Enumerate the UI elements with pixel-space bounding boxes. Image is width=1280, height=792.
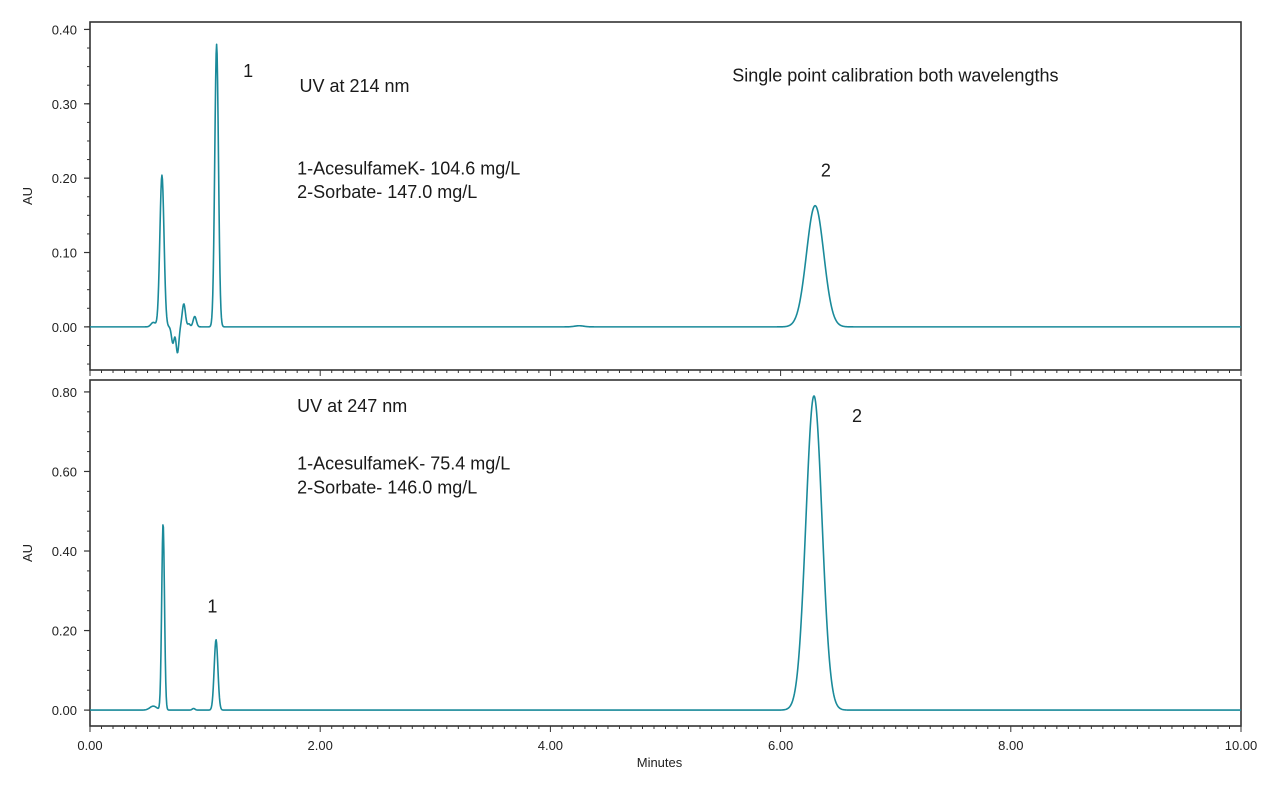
- y-tick-label: 0.30: [52, 97, 77, 112]
- x-tick-label: 8.00: [998, 738, 1023, 753]
- annotation-label: Single point calibration both wavelength…: [732, 65, 1058, 85]
- chromatogram-trace-top: [89, 43, 1242, 354]
- plot-frame: [89, 21, 1242, 371]
- y-tick-label: 0.20: [52, 624, 77, 639]
- x-tick-label: 2.00: [308, 738, 333, 753]
- y-tick-label: 0.40: [52, 544, 77, 559]
- annotation-label: 1: [207, 597, 217, 617]
- y-tick-label: 0.60: [52, 464, 77, 479]
- chart-panel-bottom: 0.00 2.00 4.00 6.00 8.00 10.00 Minutes 0.00 0.20…: [20, 379, 1258, 770]
- annotation-label: 1-AcesulfameK- 104.6 mg/L: [297, 158, 520, 178]
- y-tick-label: 0.00: [52, 703, 77, 718]
- annotation-label: 2: [821, 161, 831, 181]
- y-tick-label: 0.40: [52, 22, 77, 37]
- y-axis-title: AU: [20, 187, 35, 205]
- chromatogram-trace-bottom: [89, 395, 1242, 711]
- x-minor-ticks: [89, 726, 1242, 732]
- x-tick-label: 6.00: [768, 738, 793, 753]
- annotation-label: 1-AcesulfameK- 75.4 mg/L: [297, 453, 510, 473]
- x-tick-label: 10.00: [1225, 738, 1258, 753]
- annotation-label: 2-Sorbate- 147.0 mg/L: [297, 182, 477, 202]
- chart-panel-top: 0.00 0.10 0.20 0.30 0.40 AU UV at 214 nm 1-Aces…: [20, 21, 1242, 376]
- annotation-label: 2: [852, 406, 862, 426]
- x-tick-label: 4.00: [538, 738, 563, 753]
- annotation-label: UV at 247 nm: [297, 396, 407, 416]
- annotation-label: 1: [243, 61, 253, 81]
- y-axis-title: AU: [20, 544, 35, 562]
- y-tick-label: 0.20: [52, 171, 77, 186]
- y-tick-label: 0.80: [52, 385, 77, 400]
- y-tick-label: 0.10: [52, 246, 77, 261]
- plot-frame: [89, 379, 1242, 727]
- x-minor-ticks: [89, 370, 1242, 376]
- x-axis-title: Minutes: [637, 755, 683, 770]
- annotation-label: UV at 214 nm: [299, 76, 409, 96]
- x-tick-label: 0.00: [77, 738, 102, 753]
- y-tick-label: 0.00: [52, 320, 77, 335]
- annotation-label: 2-Sorbate- 146.0 mg/L: [297, 477, 477, 497]
